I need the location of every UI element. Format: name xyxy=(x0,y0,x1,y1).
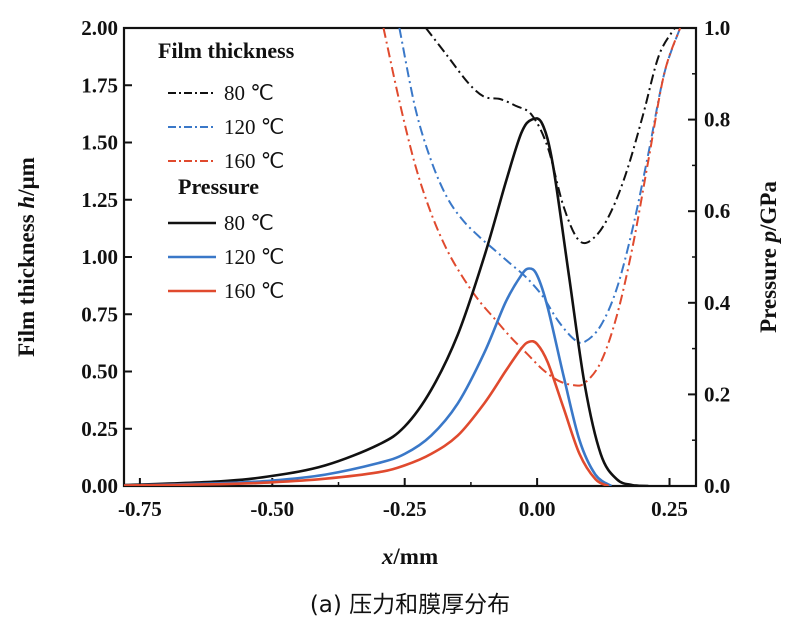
pressure-series-line xyxy=(124,267,613,486)
left-y-tick-label: 1.25 xyxy=(81,188,118,212)
legend-heading-pressure: Pressure xyxy=(178,174,259,199)
left-y-tick-label: 1.50 xyxy=(81,131,118,155)
left-y-axis-title: Film thickness h/μm xyxy=(14,157,39,357)
left-y-axis-ticks: 0.00 0.25 0.50 0.75 1.00 1.25 1.50 1.75 2.00 xyxy=(81,16,132,498)
figure-caption: (a) 压力和膜厚分布 xyxy=(310,592,510,618)
x-tick-label: 0.25 xyxy=(651,497,688,521)
pressure-series-line xyxy=(124,117,649,486)
pressure-series-line xyxy=(124,339,610,486)
x-axis-title: x/mm xyxy=(381,544,438,569)
legend-film-label: 80 ℃ xyxy=(224,81,274,105)
series-lines xyxy=(124,28,682,486)
legend-pressure-label: 80 ℃ xyxy=(224,211,274,235)
legend-heading-film-thickness: Film thickness xyxy=(158,38,295,63)
x-tick-label: -0.25 xyxy=(383,497,427,521)
right-y-tick-label: 0.0 xyxy=(704,474,730,498)
right-y-tick-label: 1.0 xyxy=(704,16,730,40)
right-y-axis-ticks: 0.0 0.2 0.4 0.6 0.8 1.0 xyxy=(688,16,731,498)
x-axis-ticks: -0.75 -0.50 -0.25 0.00 0.25 xyxy=(118,478,688,521)
left-y-tick-label: 1.75 xyxy=(81,73,118,97)
legend-pressure-entries: 80 ℃ 120 ℃ 160 ℃ xyxy=(168,211,284,303)
x-tick-label: 0.00 xyxy=(519,497,556,521)
left-y-tick-label: 1.00 xyxy=(81,245,118,269)
legend-pressure-label: 160 ℃ xyxy=(224,279,284,303)
film-thickness-series-line xyxy=(398,28,682,344)
left-y-tick-label: 0.50 xyxy=(81,360,118,384)
x-tick-label: -0.75 xyxy=(118,497,162,521)
legend-film-label: 160 ℃ xyxy=(224,149,284,173)
film-thickness-series-line xyxy=(382,28,682,387)
x-tick-label: -0.50 xyxy=(250,497,294,521)
left-y-tick-label: 0.00 xyxy=(81,474,118,498)
left-y-tick-label: 0.75 xyxy=(81,302,118,326)
left-y-tick-label: 0.25 xyxy=(81,417,118,441)
right-y-tick-label: 0.2 xyxy=(704,382,730,406)
left-y-tick-label: 2.00 xyxy=(81,16,118,40)
legend: Film thickness Pressure 80 ℃ 120 ℃ 160 ℃ 8… xyxy=(158,38,295,303)
legend-pressure-label: 120 ℃ xyxy=(224,245,284,269)
legend-film-entries: 80 ℃ 120 ℃ 160 ℃ xyxy=(168,81,284,173)
right-y-axis-title: Pressure p/GPa xyxy=(756,181,781,333)
right-y-tick-label: 0.6 xyxy=(704,199,730,223)
right-y-tick-label: 0.4 xyxy=(704,291,731,315)
legend-film-label: 120 ℃ xyxy=(224,115,284,139)
right-y-tick-label: 0.8 xyxy=(704,108,730,132)
